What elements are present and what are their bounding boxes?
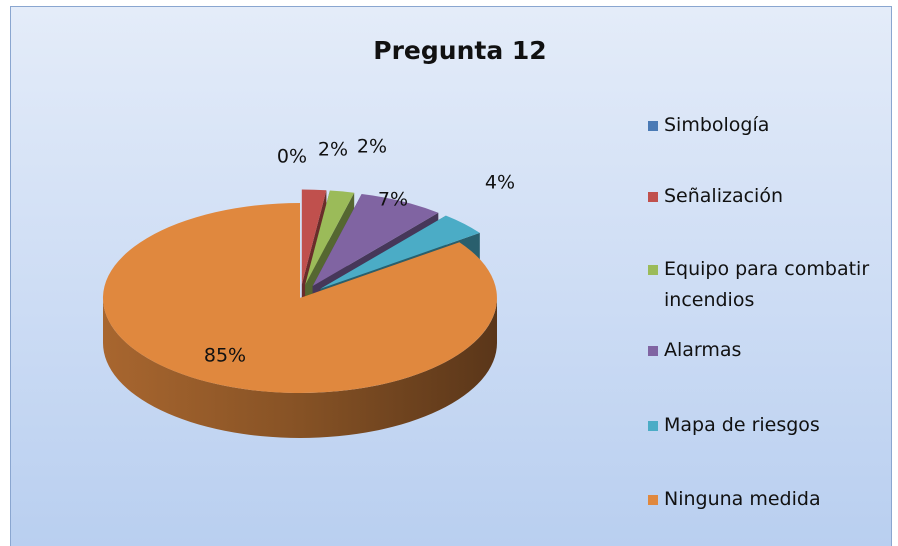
data-label: 7%	[378, 189, 408, 211]
legend-label: Alarmas	[664, 339, 742, 361]
slice	[312, 194, 439, 286]
legend-item: Alarmas	[648, 335, 888, 366]
data-label: 2%	[318, 139, 348, 161]
legend-swatch	[648, 495, 658, 505]
legend-label: Equipo para combatir incendios	[664, 258, 870, 311]
legend-item: Mapa de riesgos	[648, 410, 888, 441]
slice-side	[103, 298, 497, 438]
legend-item: Ninguna medida	[648, 484, 888, 515]
legend-item: Señalización	[648, 181, 888, 212]
legend-label: Simbología	[664, 114, 770, 136]
legend-swatch	[648, 421, 658, 431]
data-label: 85%	[204, 345, 246, 367]
legend-swatch	[648, 192, 658, 202]
slice	[305, 190, 355, 285]
data-label: 0%	[277, 146, 307, 168]
data-label: 4%	[485, 172, 515, 194]
legend-item: Simbología	[648, 110, 888, 141]
slice	[102, 202, 497, 393]
legend-label: Mapa de riesgos	[664, 414, 820, 436]
slice	[301, 189, 327, 285]
legend-label: Ninguna medida	[664, 488, 821, 510]
legend-swatch	[648, 121, 658, 131]
chart-title: Pregunta 12	[373, 36, 546, 65]
legend-label: Señalización	[664, 185, 784, 207]
legend-swatch	[648, 346, 658, 356]
legend-item: Equipo para combatir incendios	[648, 254, 888, 316]
slice	[320, 215, 480, 289]
legend-swatch	[648, 265, 658, 275]
data-label: 2%	[357, 136, 387, 158]
